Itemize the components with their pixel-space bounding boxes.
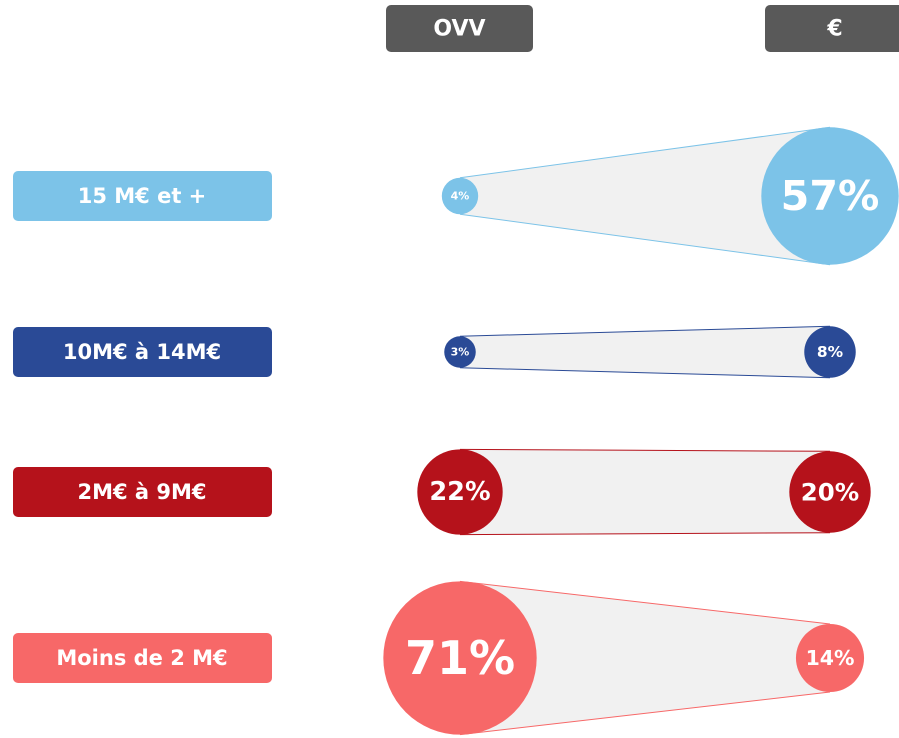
category-box (13, 327, 272, 377)
connector-edge (459, 532, 831, 536)
value-label: 8% (817, 343, 843, 361)
value-label: 71% (405, 631, 515, 685)
value-label: 57% (781, 172, 880, 220)
connector (460, 326, 830, 378)
category-box (13, 633, 272, 683)
bubble (761, 127, 899, 265)
connector-edge (459, 367, 831, 379)
connector-edge (459, 691, 831, 736)
column-header: OVV (433, 17, 485, 42)
value-label: 20% (801, 478, 859, 507)
bubble (804, 326, 856, 378)
category-label: 10M€ à 14M€ (63, 340, 221, 364)
bubble (441, 177, 479, 215)
connector-edge (459, 448, 831, 452)
category-label: 15 M€ et + (78, 184, 207, 208)
category-box (13, 171, 272, 221)
category-label: 2M€ à 9M€ (77, 480, 206, 504)
value-label: 3% (451, 346, 470, 359)
column-header: € (826, 17, 842, 42)
connector-edge (459, 580, 831, 625)
bubble (795, 623, 865, 693)
value-label: 14% (806, 646, 855, 670)
connector (460, 127, 830, 265)
column-header-box (386, 5, 533, 52)
connector (460, 581, 830, 735)
bubble (417, 449, 503, 535)
value-label: 22% (429, 477, 490, 507)
column-header-box (765, 5, 899, 52)
connector-edge (459, 126, 831, 179)
bubble (444, 336, 476, 368)
connector-edge (459, 213, 831, 266)
bubble (789, 451, 871, 533)
category-box (13, 467, 272, 517)
connector-edge (459, 325, 831, 337)
connector (460, 449, 830, 535)
category-label: Moins de 2 M€ (56, 646, 227, 670)
value-label: 4% (451, 190, 470, 203)
bubble (383, 581, 537, 735)
